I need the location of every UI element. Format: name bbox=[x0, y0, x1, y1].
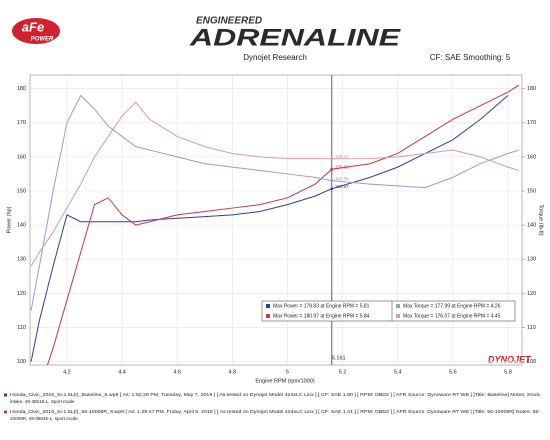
footer-marker bbox=[4, 410, 7, 414]
y2-tick-label: 120 bbox=[527, 291, 536, 297]
correction: CF: SAE Smoothing: 5 bbox=[430, 53, 511, 62]
y-tick-label: 160 bbox=[17, 154, 26, 160]
legend-swatch bbox=[266, 314, 270, 318]
x-axis-label: Engine RPM (rpm/1000) bbox=[255, 378, 314, 384]
x-tick-label: 5.4 bbox=[394, 369, 402, 375]
x-tick-label: 4.8 bbox=[228, 369, 236, 375]
cursor-point bbox=[330, 187, 334, 191]
y-tick-label: 100 bbox=[17, 359, 26, 365]
x-tick-label: 4.6 bbox=[173, 369, 181, 375]
cursor-point bbox=[330, 179, 334, 182]
y2-axis-label: Torque (lb-ft) bbox=[538, 204, 544, 235]
cursor-value: 156.39 bbox=[335, 164, 349, 169]
header-title: ADRENALINE bbox=[189, 24, 402, 51]
brand-sub: POWER bbox=[31, 37, 54, 43]
maker-logo: DYNOJET bbox=[488, 354, 532, 364]
brand-badge bbox=[12, 18, 60, 44]
y2-tick-label: 150 bbox=[527, 188, 536, 194]
y2-tick-label: 100 bbox=[527, 359, 536, 365]
y2-tick-label: 130 bbox=[527, 257, 536, 263]
y2-tick-label: 180 bbox=[527, 86, 536, 92]
x-tick-label: 4.4 bbox=[118, 369, 126, 375]
x-tick-label: 5.6 bbox=[449, 369, 457, 375]
x-tick-label: 5.2 bbox=[339, 369, 347, 375]
footer-note: intake, 49-36615-L, Sport mode bbox=[10, 399, 75, 404]
y-tick-label: 180 bbox=[17, 86, 26, 92]
cursor-value: 150.67 bbox=[335, 184, 349, 189]
y-tick-label: 110 bbox=[17, 325, 26, 331]
x-tick-label: 4.2 bbox=[63, 369, 71, 375]
subtitle: Dynojet Research bbox=[243, 53, 307, 62]
cursor-label: 5.161 bbox=[332, 355, 346, 361]
legend-label: Max Power = 178.83 at Engine RPM = 5.81 bbox=[273, 303, 370, 309]
y-tick-label: 150 bbox=[17, 188, 26, 194]
plot-frame bbox=[29, 74, 523, 366]
legend-label: Max Power = 180.97 at Engine RPM = 5.84 bbox=[273, 313, 370, 319]
footer-note: Honda_Civic_2016_Si-1.5L(t)_56-10008R_6.… bbox=[10, 409, 541, 414]
brand: aFe bbox=[22, 19, 44, 34]
series-line bbox=[30, 94, 520, 311]
y2-tick-label: 160 bbox=[527, 154, 536, 160]
cursor-point bbox=[330, 167, 334, 171]
legend-swatch bbox=[266, 304, 270, 308]
cursor-value: 159.47 bbox=[335, 154, 349, 159]
legend-swatch bbox=[396, 314, 400, 318]
y2-tick-label: 170 bbox=[527, 120, 536, 126]
plot-lines bbox=[30, 84, 520, 365]
tagline: ENGINEERED bbox=[196, 16, 262, 27]
cursor-value: 153.05 bbox=[335, 176, 349, 181]
legend-label: Max Torque = 176.07 at Engine RPM = 4.45 bbox=[403, 313, 501, 319]
x-tick-label: 5 bbox=[286, 369, 289, 375]
y2-tick-label: 110 bbox=[527, 325, 536, 331]
series-line bbox=[30, 101, 520, 267]
legend bbox=[261, 300, 516, 322]
y-tick-label: 130 bbox=[17, 257, 26, 263]
y-tick-label: 120 bbox=[17, 291, 26, 297]
series-line bbox=[46, 84, 520, 365]
legend-label: Max Torque = 177.99 at Engine RPM = 4.26 bbox=[403, 303, 501, 309]
x-tick-label: 5.8 bbox=[504, 369, 512, 375]
y-tick-label: 140 bbox=[17, 223, 26, 229]
legend-swatch bbox=[396, 304, 400, 308]
y-axis-label: Power (hp) bbox=[6, 206, 12, 233]
y-tick-label: 170 bbox=[17, 120, 26, 126]
series-line bbox=[30, 95, 509, 362]
footer-note: 10008R, 49-36615-L, sport mode. bbox=[10, 416, 79, 421]
cursor-point bbox=[330, 157, 334, 161]
y2-tick-label: 140 bbox=[527, 223, 536, 229]
footer-note: Honda_Civic_2016_Si-1.5L(t)_Baseline_6.w… bbox=[10, 392, 541, 397]
footer-marker bbox=[4, 393, 7, 397]
